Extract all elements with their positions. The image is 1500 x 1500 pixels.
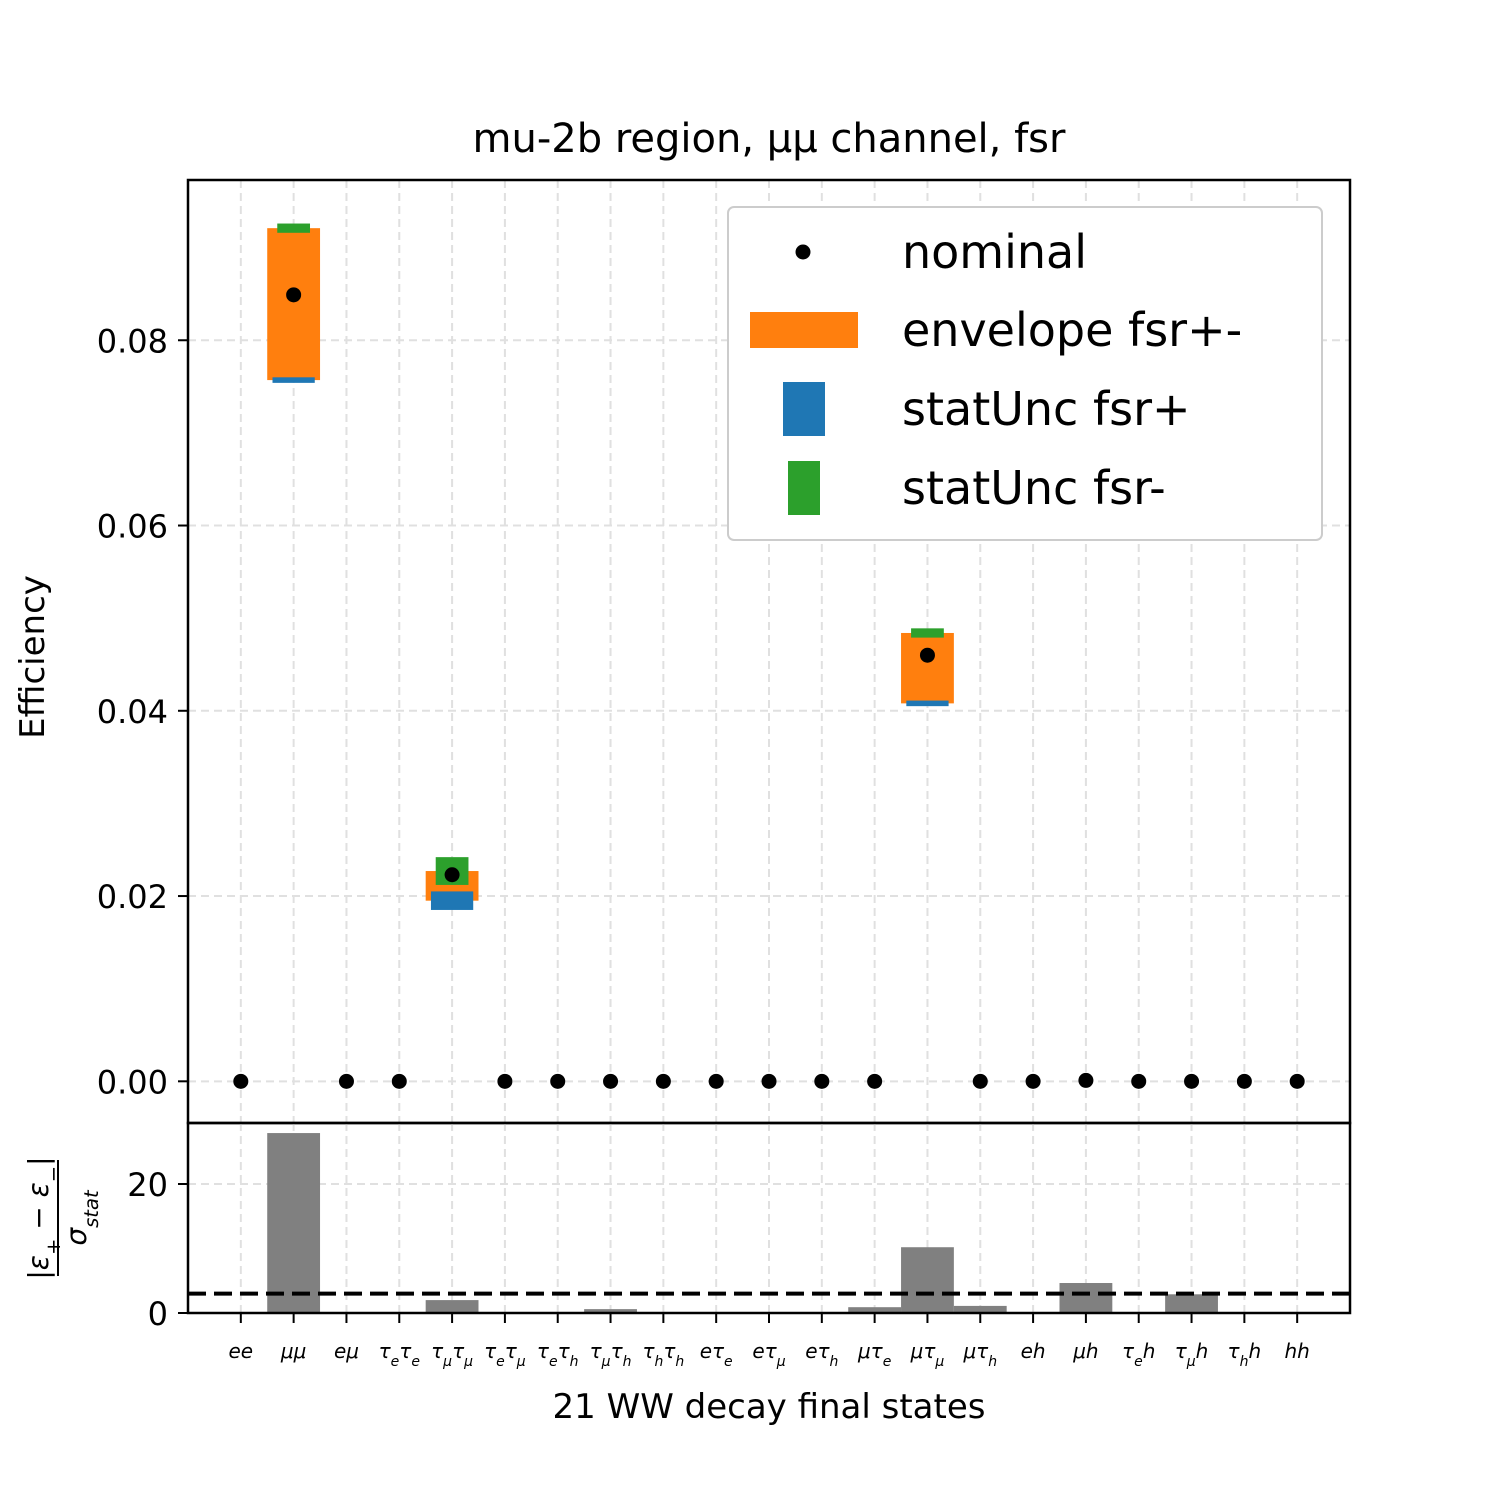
x-tick-label: μτh bbox=[962, 1339, 997, 1370]
bar bbox=[1165, 1294, 1218, 1313]
nominal-point bbox=[444, 867, 460, 883]
stat-unc bbox=[911, 628, 944, 638]
legend-label: statUnc fsr- bbox=[902, 461, 1166, 515]
x-axis-label: 21 WW decay final states bbox=[553, 1387, 986, 1427]
legend: nominal envelope fsr+- statUnc fsr+ statUnc… bbox=[727, 206, 1323, 541]
x-tick-label: τhτh bbox=[642, 1339, 684, 1370]
stat-unc bbox=[272, 377, 315, 383]
y-tick-label: 0.04 bbox=[97, 693, 168, 731]
y-axis-label: Efficiency bbox=[13, 575, 53, 739]
x-tick-label: τeh bbox=[1122, 1339, 1155, 1370]
nominal-point bbox=[233, 1073, 249, 1089]
nominal-point bbox=[867, 1073, 883, 1089]
y-tick-label: 0 bbox=[148, 1295, 168, 1333]
nominal-point bbox=[708, 1073, 724, 1089]
x-tick-label: μμ bbox=[280, 1339, 306, 1363]
nominal-point bbox=[919, 647, 935, 663]
x-tick-label: τμh bbox=[1175, 1339, 1209, 1370]
y-axis-label: |ε+ − ε−|σstat bbox=[22, 1156, 103, 1279]
chart-title: mu-2b region, μμ channel, fsr bbox=[473, 116, 1066, 162]
nominal-point bbox=[1078, 1072, 1094, 1088]
nominal-point bbox=[338, 1073, 354, 1089]
bar bbox=[953, 1305, 1007, 1313]
nominal-point bbox=[1184, 1073, 1200, 1089]
nominal-point bbox=[550, 1073, 566, 1089]
nominal-point bbox=[286, 287, 302, 303]
bar bbox=[848, 1307, 902, 1313]
bar bbox=[901, 1247, 954, 1313]
legend-label: statUnc fsr+ bbox=[902, 382, 1191, 436]
x-tick-label: eτh bbox=[805, 1339, 838, 1370]
legend-box bbox=[727, 206, 1323, 541]
x-tick-label: eτμ bbox=[752, 1339, 785, 1370]
nominal-point bbox=[972, 1073, 988, 1089]
nominal-point bbox=[1236, 1073, 1252, 1089]
nominal-point bbox=[761, 1073, 777, 1089]
x-tick-label: τeτh bbox=[537, 1339, 579, 1370]
bar bbox=[584, 1309, 637, 1313]
y-label-denominator: σstat bbox=[60, 1189, 103, 1246]
x-tick-label: eh bbox=[1021, 1339, 1046, 1363]
nominal-point bbox=[1131, 1073, 1147, 1089]
bar bbox=[425, 1300, 479, 1313]
nominal-point bbox=[655, 1073, 671, 1089]
x-tick-label: μτe bbox=[857, 1339, 891, 1370]
x-tick-label: τμτh bbox=[590, 1339, 632, 1370]
x-tick-label: τμτμ bbox=[431, 1339, 473, 1370]
nominal-point bbox=[1289, 1073, 1305, 1089]
x-tick-label: τhh bbox=[1228, 1339, 1262, 1370]
stat-unc bbox=[430, 891, 474, 910]
y-tick-label: 0.00 bbox=[97, 1063, 168, 1101]
nominal-point bbox=[814, 1073, 830, 1089]
nominal-point bbox=[497, 1073, 513, 1089]
stat-unc bbox=[277, 223, 311, 233]
nominal-point bbox=[1025, 1073, 1041, 1089]
y-tick-label: 0.08 bbox=[97, 322, 168, 360]
x-tick-label: μτμ bbox=[910, 1339, 945, 1370]
y-tick-label: 0.02 bbox=[97, 878, 168, 916]
legend-marker bbox=[783, 382, 825, 436]
nominal-point bbox=[603, 1073, 619, 1089]
y-tick-label: 20 bbox=[127, 1166, 168, 1204]
stat-unc bbox=[906, 700, 949, 707]
bar bbox=[267, 1133, 321, 1313]
x-tick-label: eτe bbox=[700, 1339, 733, 1370]
x-tick-label: μh bbox=[1072, 1339, 1098, 1363]
envelope bbox=[267, 228, 321, 381]
bar bbox=[1059, 1283, 1113, 1313]
x-tick-label: τeτμ bbox=[484, 1339, 526, 1370]
x-tick-label: ee bbox=[229, 1339, 254, 1363]
x-tick-label: τeτe bbox=[379, 1339, 420, 1370]
legend-label: envelope fsr+- bbox=[902, 303, 1242, 357]
legend-marker bbox=[750, 312, 858, 348]
legend-label: nominal bbox=[902, 225, 1087, 279]
x-tick-label: eμ bbox=[334, 1339, 359, 1363]
envelope bbox=[901, 632, 954, 704]
legend-marker bbox=[795, 244, 811, 260]
y-tick-label: 0.06 bbox=[97, 508, 168, 546]
nominal-point bbox=[391, 1073, 407, 1089]
legend-marker bbox=[788, 461, 820, 515]
x-tick-label: hh bbox=[1285, 1339, 1310, 1363]
